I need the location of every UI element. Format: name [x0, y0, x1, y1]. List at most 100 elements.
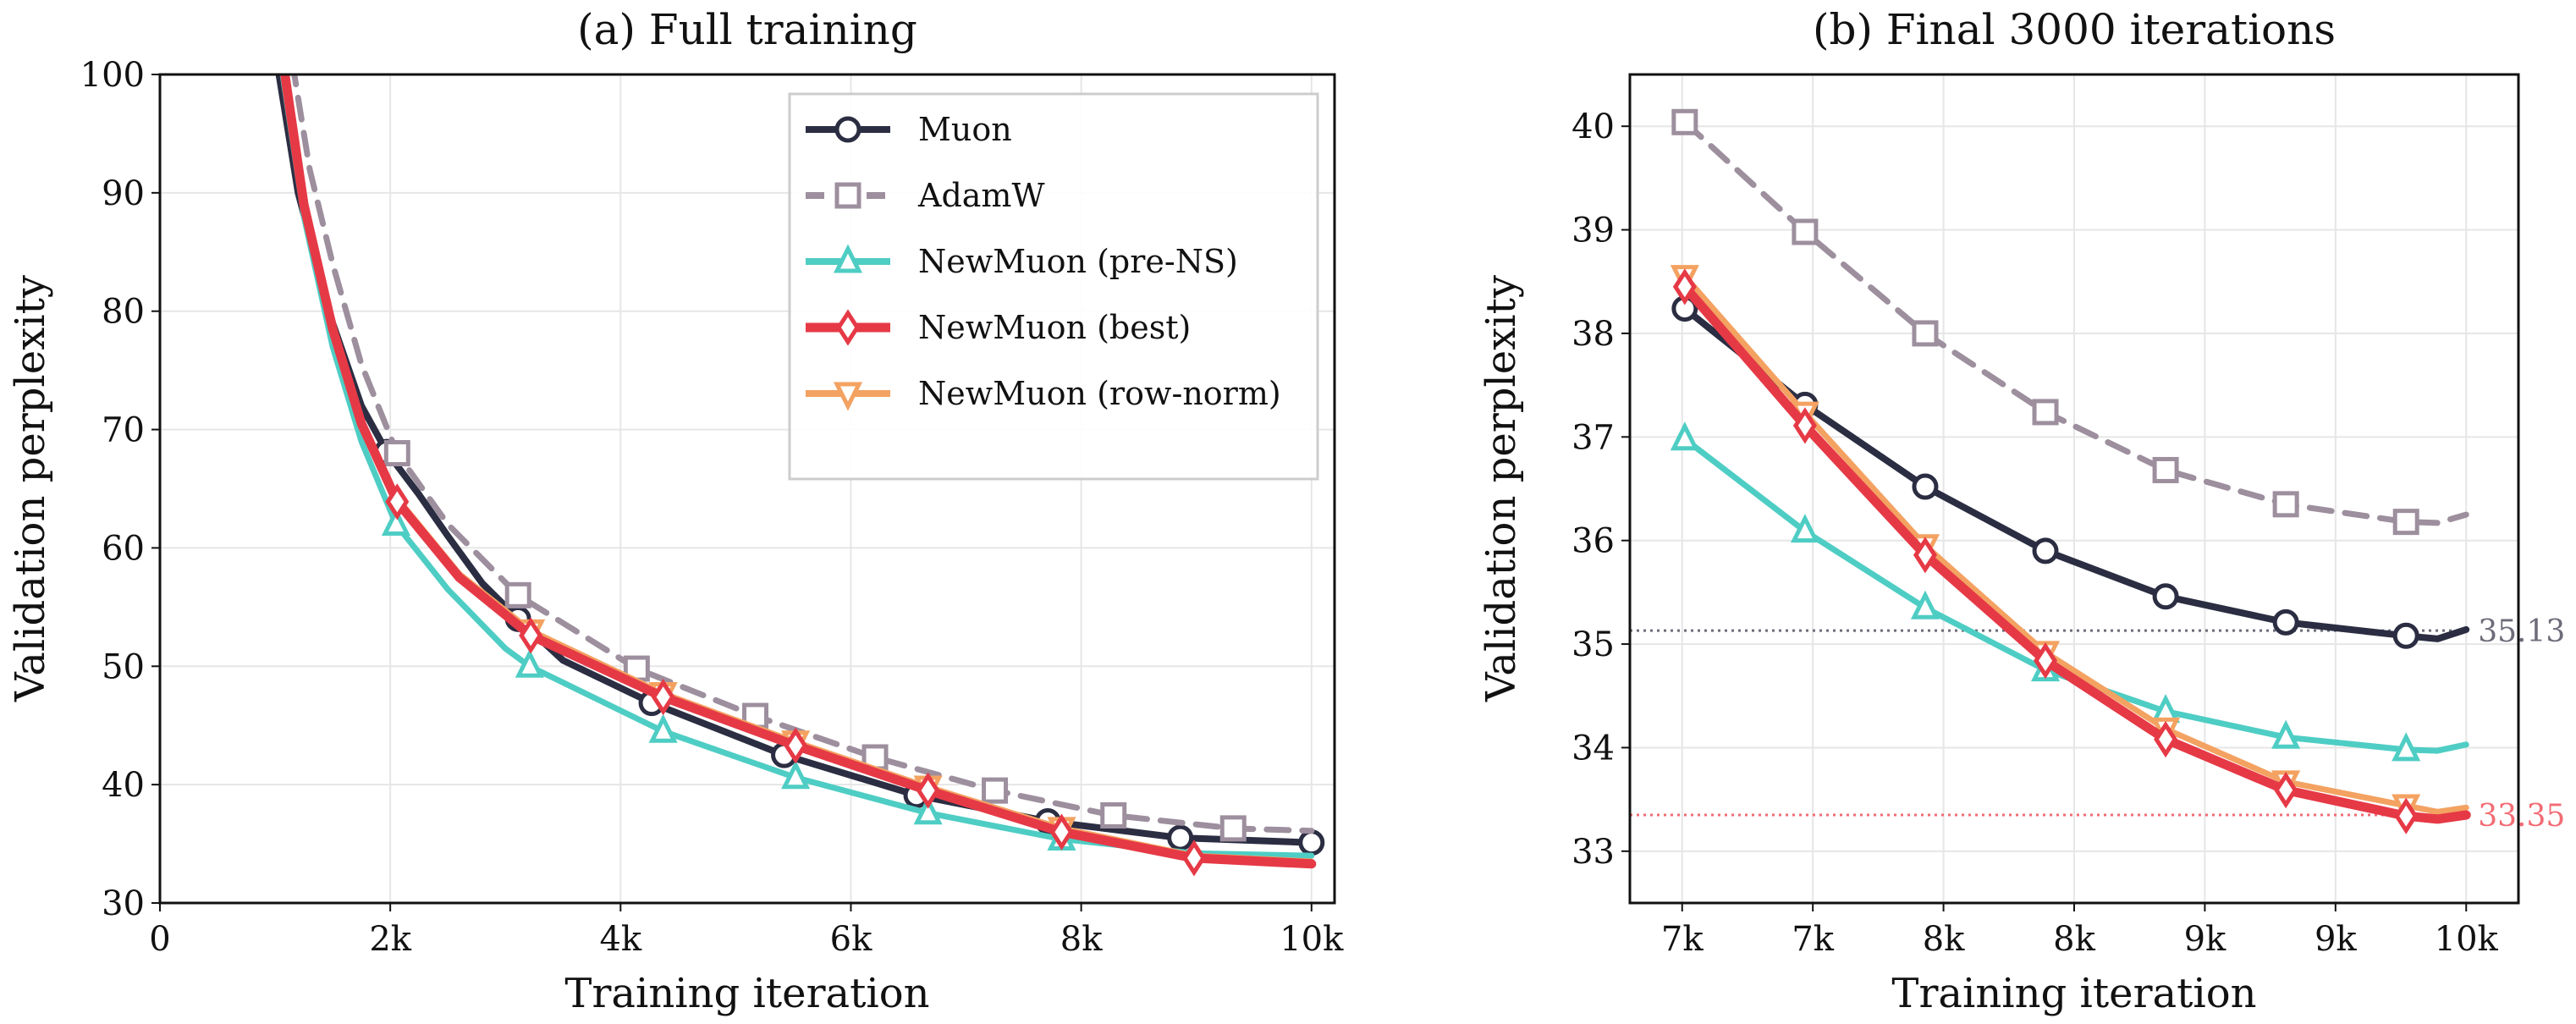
reference-line-label: 33.35: [2478, 799, 2565, 834]
x-tick-label: 7k: [1661, 920, 1704, 959]
series-adamw-marker: [1100, 802, 1127, 829]
y-tick-label: 100: [80, 56, 145, 95]
legend-entry-newmuon-pre-ns: NewMuon (pre-NS): [806, 243, 1238, 280]
series-newmuon-best-marker: [1182, 840, 1206, 877]
y-tick-label: 34: [1571, 729, 1615, 768]
x-tick-label: 4k: [599, 920, 641, 959]
series-newmuon-pre-ns-marker: [781, 760, 811, 790]
series-muon-marker: [1912, 473, 1939, 500]
x-tick-label: 8k: [1923, 920, 1965, 959]
legend-entry-newmuon-row-norm: NewMuon (row-norm): [806, 375, 1281, 412]
y-tick-label: 80: [102, 293, 145, 332]
series-muon-marker: [2392, 622, 2419, 649]
series-muon-line: [1681, 305, 2470, 642]
panel-b-final-iterations: (b) Final 3000 iterations Training itera…: [1478, 5, 2565, 1017]
series-newmuon-pre-ns-marker: [2151, 694, 2181, 724]
y-tick-label: 70: [102, 411, 145, 450]
panel-a-title: (a) Full training: [577, 5, 917, 54]
series-newmuon-pre-ns-marker: [1910, 590, 1940, 619]
y-tick-label: 35: [1571, 625, 1615, 664]
panel-b-ylabel: Validation perplexity: [1478, 275, 1525, 702]
legend-label: Muon: [918, 111, 1012, 148]
series-muon-marker: [1167, 824, 1194, 851]
series-adamw-marker: [2392, 509, 2419, 536]
legend-marker: [833, 382, 863, 411]
panel-a-xlabel: Training iteration: [564, 970, 929, 1017]
series-newmuon-pre-ns-marker: [1790, 514, 1819, 543]
series-adamw-marker: [2032, 399, 2059, 426]
series-newmuon-best-marker: [2274, 772, 2298, 809]
x-tick-label: 10k: [1280, 920, 1344, 959]
legend-label: NewMuon (pre-NS): [918, 243, 1238, 280]
series-muon-marker: [2272, 608, 2299, 636]
series-newmuon-pre-ns-marker: [1670, 421, 1699, 451]
legend: Muon AdamW NewMuon (pre-NS) NewMuon (best) N…: [788, 92, 1319, 481]
series-newmuon-pre-ns-marker: [2392, 732, 2421, 762]
x-tick-label: 10k: [2435, 920, 2499, 959]
axes-frame: [158, 73, 1336, 905]
series-newmuon-best-marker: [519, 617, 543, 654]
series-adamw-marker: [2152, 456, 2179, 483]
series-adamw-marker: [383, 440, 410, 467]
panel-a-ylabel: Validation perplexity: [7, 275, 54, 702]
series-newmuon-best-marker: [1049, 813, 1074, 851]
series-group: [275, 74, 1325, 877]
series-newmuon-best-marker: [385, 483, 410, 520]
series-adamw-marker: [982, 777, 1009, 804]
series-group: [1670, 108, 2471, 834]
series-newmuon-row-norm-line: [1682, 273, 2469, 815]
series-newmuon-pre-ns-line: [279, 74, 1315, 859]
y-tick-label: 60: [102, 529, 145, 568]
series-adamw-line: [1682, 118, 2469, 526]
series-newmuon-best-marker: [916, 772, 940, 809]
x-tick-label: 8k: [1060, 920, 1103, 959]
legend-label: NewMuon (row-norm): [918, 375, 1281, 412]
series-adamw-marker: [1912, 320, 1939, 347]
series-adamw-line: [291, 74, 1315, 834]
series-newmuon-best-marker: [1792, 407, 1817, 444]
y-tick-label: 39: [1571, 212, 1615, 250]
series-newmuon-pre-ns-marker: [648, 713, 678, 743]
series-newmuon-pre-ns-marker: [515, 648, 544, 678]
series-adamw-marker: [1671, 108, 1698, 135]
series-newmuon-best-line: [1680, 282, 2471, 824]
legend-box: [788, 92, 1319, 481]
reference-line-label: 35.13: [2478, 614, 2565, 649]
y-tick-label: 40: [102, 766, 145, 805]
axes-frame: [1628, 73, 2520, 905]
series-newmuon-best-marker: [2154, 721, 2178, 758]
legend-marker: [833, 244, 863, 273]
series-newmuon-pre-ns-marker: [381, 506, 411, 536]
x-tick-label: 8k: [2053, 920, 2095, 959]
legend-entry-muon: Muon: [806, 111, 1012, 148]
legend-marker: [834, 116, 861, 143]
legend-label: AdamW: [917, 177, 1045, 214]
series-newmuon-pre-ns-line: [1682, 436, 2469, 754]
y-tick-label: 37: [1571, 418, 1615, 457]
x-tick-label: 9k: [2184, 920, 2226, 959]
x-tick-label: 7k: [1792, 920, 1834, 959]
series-newmuon-best-marker: [2394, 797, 2419, 834]
series-newmuon-best-marker: [784, 727, 808, 764]
series-muon-marker: [2032, 537, 2059, 564]
series-adamw-marker: [504, 581, 531, 608]
series-newmuon-best-marker: [1672, 268, 1697, 306]
legend-entry-newmuon-best: NewMuon (best): [806, 309, 1191, 346]
y-tick-label: 33: [1571, 833, 1615, 872]
series-adamw-marker: [1792, 218, 1819, 245]
legend-marker: [834, 182, 861, 209]
x-tick-label: 2k: [369, 920, 411, 959]
series-adamw-marker: [1219, 815, 1247, 842]
x-tick-label: 6k: [830, 920, 872, 959]
panel-b-title: (b) Final 3000 iterations: [1813, 5, 2336, 54]
panel-a-full-training: (a) Full training Training iteration Val…: [7, 5, 1344, 1017]
y-tick-label: 30: [102, 884, 145, 923]
series-newmuon-best-marker: [2034, 642, 2058, 680]
legend-entry-adamw: AdamW: [806, 177, 1045, 214]
y-tick-label: 90: [102, 174, 145, 213]
legend-marker: [836, 309, 860, 346]
series-muon-marker: [1298, 829, 1325, 856]
y-tick-label: 36: [1571, 522, 1615, 561]
panel-b-xlabel: Training iteration: [1891, 970, 2256, 1017]
